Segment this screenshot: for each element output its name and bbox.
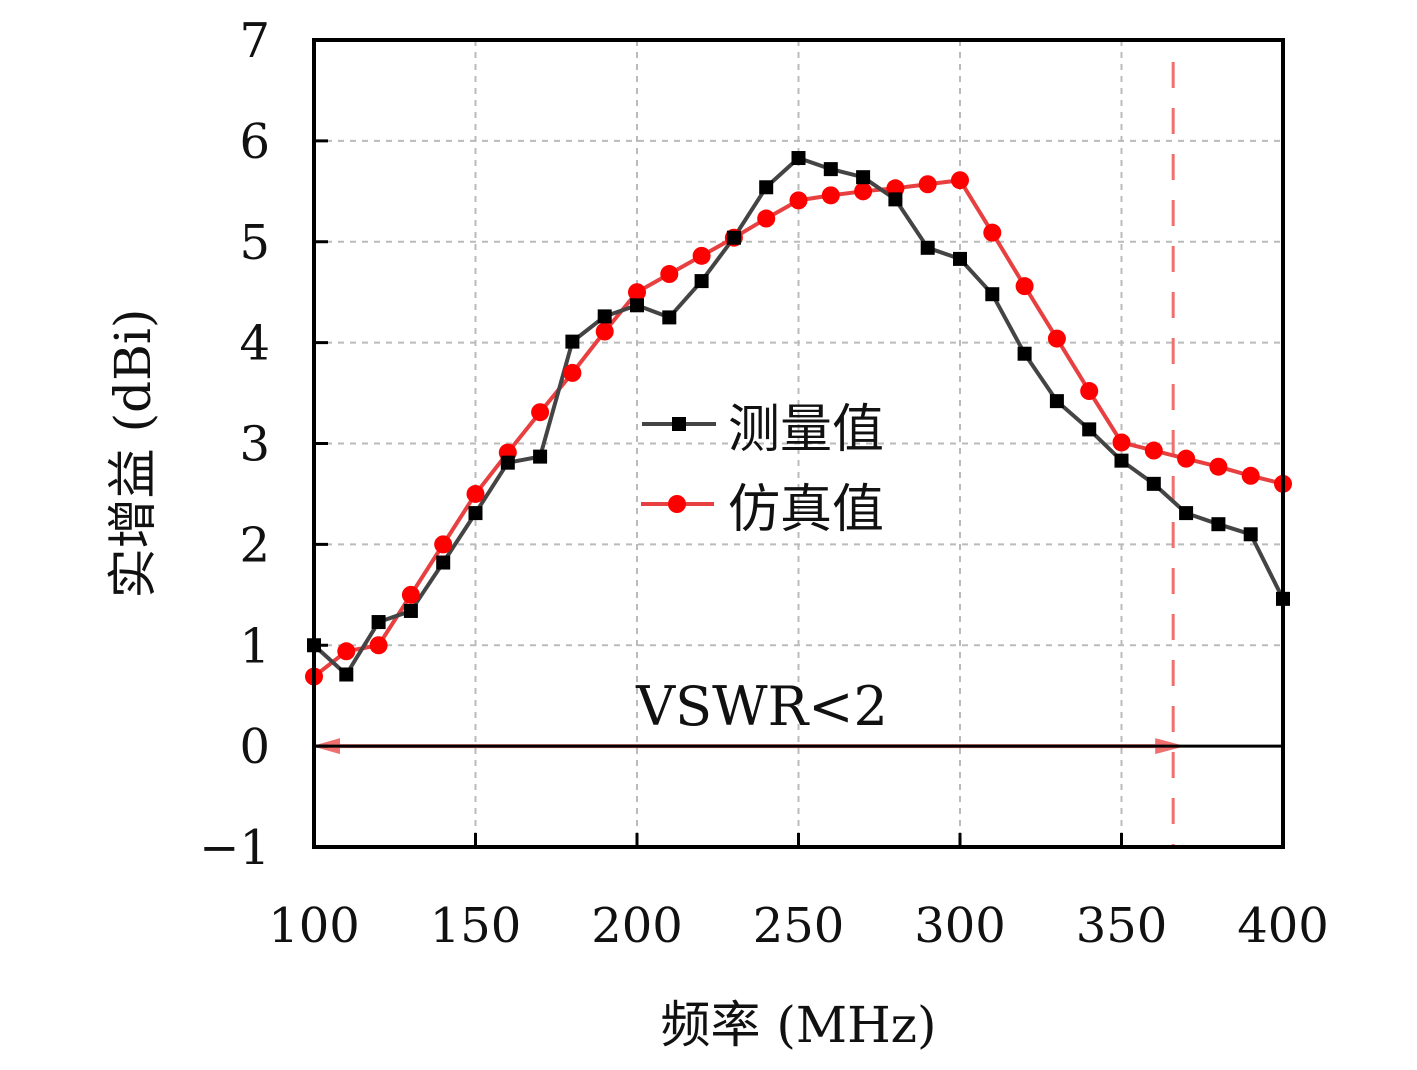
data-point-measured [856,170,871,185]
data-point-measured [1243,527,1258,542]
data-point-measured [662,310,677,325]
x-tick-label: 250 [753,898,845,954]
data-point-measured [597,309,612,324]
y-tick-label: 3 [239,417,270,473]
series-layer [305,151,1292,686]
data-point-simulated [757,209,776,228]
x-axis-title: 频率 (MHz) [660,996,936,1054]
data-point-measured [888,192,903,207]
data-point-measured [985,287,1000,302]
data-point-measured [920,240,935,255]
data-point-simulated [789,191,808,210]
data-point-simulated [1080,382,1099,401]
data-point-simulated [918,175,937,194]
data-point-measured [630,298,644,313]
data-point-measured [468,506,483,521]
data-point-simulated [337,642,356,661]
data-point-measured [791,151,806,166]
data-point-simulated [531,403,550,422]
data-point-measured [1211,517,1226,532]
data-point-simulated [1112,433,1131,452]
data-point-measured [500,455,515,470]
data-point-measured [953,251,967,266]
data-point-simulated [628,283,646,302]
legend-swatch-measured-marker [672,417,686,431]
data-point-measured [1049,394,1064,409]
x-tick-labels: 100 150 200 250 300 350 400 [268,898,1329,954]
vswr-annotation: VSWR<2 [635,675,888,738]
y-axis-title: 实增益 (dBi) [104,309,162,599]
data-point-measured [1179,506,1194,521]
data-point-simulated [401,585,420,604]
y-tick-label: 5 [239,215,270,271]
legend: 测量值 仿真值 [641,400,884,540]
data-point-simulated [369,636,388,655]
y-tick-labels: −1 0 1 2 3 4 5 6 7 [199,13,270,876]
x-tick-label: 300 [914,898,1006,954]
data-point-simulated [434,535,453,554]
data-point-measured [533,449,548,464]
data-point-measured [436,555,451,570]
annotation-lines [312,62,1283,847]
data-point-measured [565,334,580,349]
data-point-simulated [1015,277,1034,296]
data-point-simulated [563,363,582,382]
y-tick-label: 6 [239,114,270,170]
data-point-simulated [1144,441,1163,460]
data-point-simulated [660,265,679,284]
data-point-measured [694,274,709,289]
y-tick-label: 4 [239,316,270,372]
y-tick-label: 7 [239,13,270,69]
x-tick-label: 350 [1076,898,1168,954]
legend-label-measured: 测量值 [728,400,884,460]
data-point-simulated [692,246,711,265]
data-point-measured [1017,346,1032,361]
data-point-simulated [1177,449,1196,468]
data-point-measured [403,603,418,618]
data-point-simulated [1209,457,1228,476]
data-point-simulated [1241,466,1260,485]
data-point-simulated [1047,329,1066,348]
data-point-measured [339,667,354,682]
data-point-measured [371,615,386,630]
data-point-simulated [951,171,969,190]
y-tick-label: 1 [239,618,270,674]
data-point-measured [1114,453,1129,468]
y-tick-label: 0 [239,719,270,775]
data-point-simulated [854,182,873,201]
x-tick-label: 400 [1237,898,1329,954]
data-point-simulated [821,186,840,205]
data-point-measured [726,230,741,245]
data-point-simulated [983,223,1002,242]
data-point-measured [1146,476,1161,491]
data-point-measured [1082,422,1097,437]
data-point-measured [759,180,774,195]
legend-label-simulated: 仿真值 [728,480,884,540]
x-tick-label: 200 [591,898,683,954]
x-tick-label: 100 [268,898,360,954]
y-tick-label: 2 [239,517,270,573]
data-point-simulated [466,484,485,503]
data-point-measured [823,162,838,177]
y-tick-label: −1 [199,820,270,876]
axis-ticks [312,38,1285,849]
x-tick-label: 150 [430,898,522,954]
data-point-simulated [595,322,614,341]
legend-swatch-simulated-marker [668,495,686,513]
